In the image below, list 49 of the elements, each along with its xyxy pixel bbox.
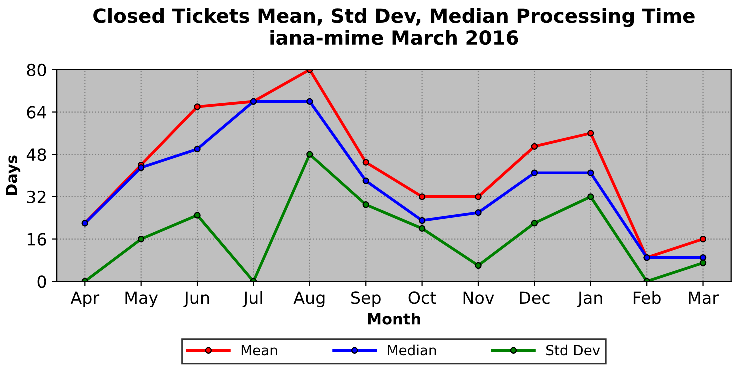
legend-label: Median xyxy=(388,344,436,356)
legend-label: Std Dev xyxy=(546,344,600,356)
x-tick-label: Jun xyxy=(184,292,210,308)
point xyxy=(475,262,482,270)
point xyxy=(531,220,538,227)
y-tick-label: 64 xyxy=(27,106,46,119)
legend-label: Mean xyxy=(242,345,278,356)
y-tick-label: 80 xyxy=(27,64,46,76)
x-tick-label: Apr xyxy=(70,292,100,308)
x-tick-label: Dec xyxy=(520,292,550,304)
y-tick-label: 16 xyxy=(28,233,46,246)
x-tick-label: Aug xyxy=(294,292,325,308)
point xyxy=(588,130,594,137)
point xyxy=(362,178,370,184)
y-tick-label: 32 xyxy=(27,190,46,204)
point xyxy=(475,194,482,200)
point xyxy=(588,194,594,200)
point xyxy=(418,217,426,224)
point xyxy=(362,159,370,166)
x-tick-label: Oct xyxy=(408,292,436,304)
point xyxy=(531,170,538,176)
x-tick-label: Jul xyxy=(242,291,262,308)
point xyxy=(194,146,201,153)
point xyxy=(306,151,314,158)
point xyxy=(306,98,314,106)
chart-title: Closed Tickets Mean, Std Dev, Median Processing Time iana-mime March 2016 xyxy=(94,8,695,46)
y-axis-title: Days xyxy=(6,156,21,196)
x-tick-label: Nov xyxy=(464,292,494,304)
point xyxy=(700,254,707,262)
point xyxy=(700,236,707,243)
point xyxy=(418,225,426,232)
point xyxy=(138,164,145,172)
x-axis-title: Month xyxy=(368,313,420,325)
x-tick-label: Feb xyxy=(634,291,661,304)
y-tick-label: 48 xyxy=(26,148,46,162)
x-tick-label: Mar xyxy=(689,292,719,304)
point xyxy=(475,209,482,216)
point xyxy=(700,260,707,266)
x-tick-label: Sep xyxy=(352,292,381,308)
point xyxy=(531,143,538,150)
point xyxy=(194,212,201,219)
x-tick-label: Jan xyxy=(577,292,602,308)
point xyxy=(418,194,426,200)
point xyxy=(588,170,594,176)
y-tick-label: 0 xyxy=(38,276,46,288)
point xyxy=(194,104,201,110)
point xyxy=(362,202,370,208)
point xyxy=(138,236,145,243)
x-tick-label: May xyxy=(126,292,158,308)
